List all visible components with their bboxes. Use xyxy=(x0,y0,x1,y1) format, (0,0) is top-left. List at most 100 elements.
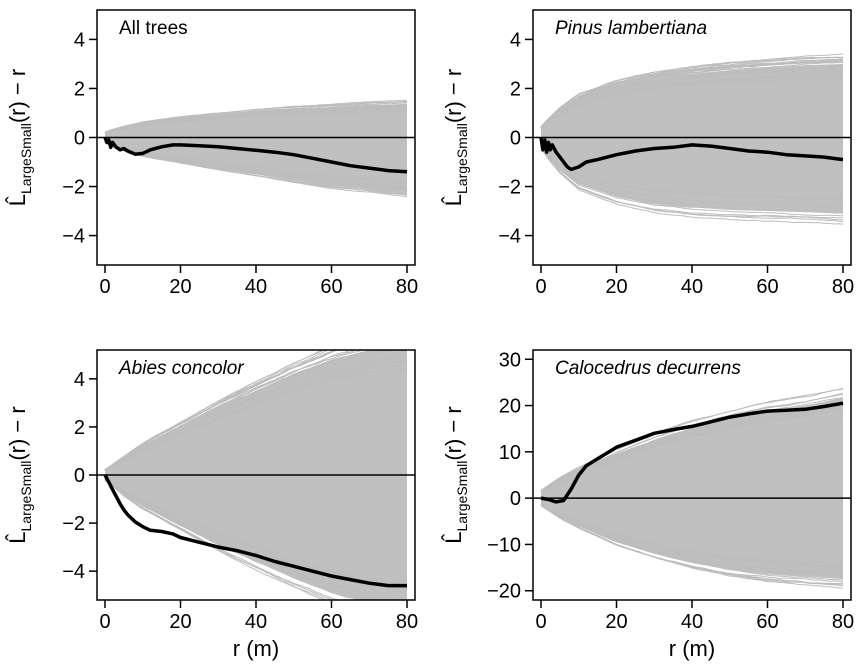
x-tick-label: 80 xyxy=(832,276,854,298)
simulation-line xyxy=(540,145,843,207)
x-tick-label: 60 xyxy=(756,276,778,298)
observed-line xyxy=(539,137,844,172)
simulation-line xyxy=(104,142,408,198)
x-tick-label: 60 xyxy=(756,611,778,633)
simulation-line xyxy=(104,141,408,189)
y-tick-label: 4 xyxy=(74,369,85,391)
x-tick-label: 60 xyxy=(320,611,342,633)
y-tick-label: −10 xyxy=(487,534,521,556)
simulation-line xyxy=(104,101,408,133)
simulation-line xyxy=(540,504,843,581)
observed-line xyxy=(103,136,408,174)
simulation-line xyxy=(104,109,407,134)
y-tick-label: 2 xyxy=(74,78,85,100)
panel-title: Calocedrus decurrens xyxy=(555,358,741,379)
y-tick-label: 0 xyxy=(74,128,85,150)
simulation-line xyxy=(540,145,844,200)
simulation-line xyxy=(104,479,383,600)
envelope-fill xyxy=(105,104,407,192)
simulation-line xyxy=(104,356,408,472)
simulation-line xyxy=(104,350,393,471)
simulation-line xyxy=(540,406,844,493)
simulation-line xyxy=(540,503,843,565)
y-tick-label: −4 xyxy=(62,226,85,248)
y-axis-label: L̂LargeSmall(r) − r xyxy=(441,69,470,206)
y-tick-label: −2 xyxy=(62,177,85,199)
simulation-line xyxy=(104,350,330,471)
chart-panel-1: 0 20 40 60 80 −4 −2 0 2 4 All trees L̂LargeSmall(r)… xyxy=(5,9,418,298)
x-tick-label: 40 xyxy=(681,611,703,633)
x-tick-label: 20 xyxy=(605,611,627,633)
simulation-line xyxy=(104,479,325,600)
y-tick-label: −20 xyxy=(487,581,521,603)
simulation-line xyxy=(104,350,365,471)
x-tick-label: 0 xyxy=(99,276,110,298)
simulation-line xyxy=(104,107,407,134)
simulation-line xyxy=(540,397,844,492)
simulation-line xyxy=(540,504,844,576)
simulation-line xyxy=(540,504,844,589)
x-tick-label: 0 xyxy=(535,276,546,298)
panel-title: All trees xyxy=(119,18,188,39)
x-tick-label: 0 xyxy=(99,611,110,633)
envelope-band xyxy=(540,387,844,589)
simulation-line xyxy=(540,147,844,217)
x-tick-label: 20 xyxy=(169,611,191,633)
simulation-line xyxy=(540,68,844,129)
x-tick-label: 20 xyxy=(605,276,627,298)
y-tick-label: 4 xyxy=(74,29,85,51)
x-tick-label: 60 xyxy=(320,276,342,298)
x-tick-label: 20 xyxy=(169,276,191,298)
y-tick-label: 0 xyxy=(510,488,521,510)
y-tick-label: 10 xyxy=(499,442,521,464)
simulation-line xyxy=(540,147,844,214)
x-tick-label: 0 xyxy=(535,611,546,633)
simulation-line xyxy=(104,102,408,133)
envelope-band xyxy=(104,99,408,198)
simulation-line xyxy=(540,60,844,128)
simulation-line xyxy=(540,66,844,129)
y-tick-label: −4 xyxy=(62,561,85,583)
simulation-line xyxy=(540,146,844,214)
simulation-line xyxy=(104,350,325,471)
envelope-fill xyxy=(541,63,843,214)
x-tick-label: 80 xyxy=(396,276,418,298)
simulation-line xyxy=(540,398,844,492)
simulation-line xyxy=(540,405,844,493)
x-axis-label: r (m) xyxy=(669,636,715,661)
simulation-line xyxy=(540,503,844,571)
y-tick-label: 4 xyxy=(510,29,521,51)
panel-title: Pinus lambertiana xyxy=(555,18,707,39)
x-tick-label: 40 xyxy=(681,276,703,298)
simulation-line xyxy=(104,141,408,185)
y-axis-label: L̂LargeSmall(r) − r xyxy=(441,406,470,543)
y-tick-label: −2 xyxy=(62,513,85,535)
chart-panel-3: 0 20 40 60 80 −4 −2 0 2 4 Abies concolor L̂LargeSma… xyxy=(5,349,418,661)
simulation-line xyxy=(540,416,844,493)
envelope-band xyxy=(540,53,844,225)
simulation-line xyxy=(540,409,844,493)
simulation-line xyxy=(104,479,335,600)
y-axis-label: L̂LargeSmall(r) − r xyxy=(5,406,34,543)
simulation-line xyxy=(540,53,844,128)
simulation-line xyxy=(104,350,395,471)
x-tick-label: 40 xyxy=(245,611,267,633)
observed-line xyxy=(540,401,844,504)
chart-panel-4: 0 20 40 60 80 −20 −10 0 10 20 30 Calocedrus decurre… xyxy=(441,349,854,661)
simulation-line xyxy=(104,142,408,194)
y-tick-label: 2 xyxy=(74,417,85,439)
y-tick-label: 20 xyxy=(499,396,521,418)
simulation-line xyxy=(540,147,844,223)
simulation-line xyxy=(540,503,843,569)
chart-panel-2: 0 20 40 60 80 −4 −2 0 2 4 Pinus lambertiana L̂Large… xyxy=(441,9,854,298)
y-tick-label: −2 xyxy=(498,177,521,199)
simulation-line xyxy=(540,73,843,130)
x-tick-label: 80 xyxy=(832,611,854,633)
simulation-line xyxy=(540,71,844,130)
simulation-line xyxy=(104,367,408,472)
y-tick-label: 0 xyxy=(74,465,85,487)
y-axis-label: L̂LargeSmall(r) − r xyxy=(5,69,34,206)
simulation-line xyxy=(540,78,844,130)
panel-title: Abies concolor xyxy=(118,358,244,379)
